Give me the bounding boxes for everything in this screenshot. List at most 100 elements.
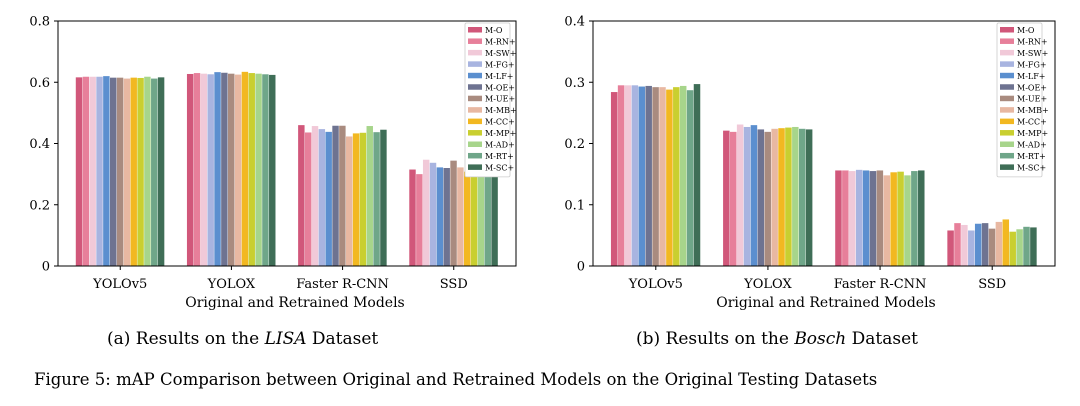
x-tick-label: YOLOX — [207, 277, 256, 292]
legend-swatch — [468, 118, 482, 125]
legend-entry: M-CC+ — [1017, 118, 1047, 127]
legend-entry: M-SW+ — [485, 49, 516, 58]
legend-entry: M-UE+ — [485, 95, 515, 104]
bar-m-mbplus — [234, 74, 242, 266]
legend-swatch — [1000, 38, 1014, 44]
bar-m-mpplus — [248, 73, 255, 266]
legend-swatch — [468, 49, 482, 56]
bar-m-mpplus — [470, 172, 478, 266]
bar-m-lfplus — [750, 125, 758, 267]
legend-swatch — [1000, 61, 1014, 67]
bar-m-swplus — [624, 85, 632, 266]
subcaption-a: (a) Results on the LISA Dataset — [107, 329, 379, 349]
bar-m-adplus — [144, 76, 151, 267]
bar-m-lfplus — [862, 170, 870, 266]
bar-m-oeplus — [221, 72, 228, 266]
bar-m-fgplus — [743, 126, 751, 267]
legend-swatch — [1000, 130, 1014, 136]
bar-m-adplus — [1016, 229, 1023, 266]
bar-m-rnplus — [842, 170, 849, 266]
bar-m-scplus — [380, 129, 387, 266]
bar-m-mbplus — [771, 128, 778, 266]
bar-m-rtplus — [484, 172, 491, 266]
y-tick-label: 0.4 — [564, 15, 585, 30]
bar-m-fgplus — [318, 129, 326, 266]
x-tick-label: YOLOv5 — [92, 277, 147, 292]
bar-m-ueplus — [450, 160, 457, 266]
bar-m-lfplus — [214, 72, 221, 266]
bar-m-ueplus — [116, 77, 124, 266]
legend-swatch — [468, 152, 482, 159]
legend-entry: M-RT+ — [485, 152, 514, 161]
bar-m-scplus — [157, 77, 165, 266]
subcaption-b: (b) Results on the Bosch Dataset — [636, 329, 918, 349]
bar-m-swplus — [849, 171, 856, 266]
legend-swatch — [468, 84, 482, 90]
bar-m-oeplus — [109, 77, 117, 266]
bar-m-rtplus — [911, 171, 918, 266]
bar-m-o — [186, 73, 194, 266]
bar-m-ueplus — [988, 228, 996, 266]
bar-m-rtplus — [373, 132, 380, 266]
legend-entry: M-FG+ — [1017, 60, 1047, 69]
legend-entry: M-MB+ — [1017, 106, 1049, 115]
legend-entry: M-OE+ — [485, 83, 515, 92]
legend-entry: M-MB+ — [485, 106, 517, 115]
bar-m-scplus — [491, 170, 498, 266]
x-axis-label: Original and Retrained Models — [716, 295, 936, 311]
bar-m-o — [835, 170, 842, 266]
bar-m-rnplus — [193, 73, 201, 266]
legend-swatch — [468, 107, 482, 113]
legend-entry: M-AD+ — [1017, 141, 1047, 150]
legend-swatch — [468, 95, 482, 102]
legend-swatch — [468, 61, 482, 67]
bar-m-swplus — [311, 126, 319, 266]
bar-m-scplus — [693, 84, 701, 266]
bar-m-ccplus — [130, 77, 137, 266]
legend-entry: M-SC+ — [485, 163, 514, 172]
bar-m-lfplus — [638, 86, 646, 266]
bar-m-fgplus — [631, 85, 639, 266]
y-tick-label: 0.3 — [564, 76, 585, 91]
bar-m-mpplus — [137, 77, 144, 267]
legend-swatch — [1000, 84, 1014, 90]
legend-swatch — [1000, 164, 1014, 170]
legend-entry: M-AD+ — [485, 141, 515, 150]
bar-m-rtplus — [262, 74, 269, 266]
bar-m-scplus — [918, 170, 925, 266]
figure-caption: Figure 5: mAP Comparison between Origina… — [34, 370, 878, 389]
bar-m-adplus — [679, 85, 687, 267]
bar-m-ccplus — [241, 71, 249, 266]
y-tick-label: 0 — [577, 260, 585, 275]
legend-entry: M-RN+ — [485, 37, 516, 46]
bar-m-adplus — [255, 73, 262, 267]
y-tick-label: 0.2 — [564, 137, 585, 152]
bar-m-ueplus — [876, 170, 884, 266]
bar-m-rnplus — [729, 131, 737, 266]
legend-entry: M-SC+ — [1017, 163, 1046, 172]
bar-m-mbplus — [995, 221, 1003, 266]
bar-m-mpplus — [785, 127, 792, 266]
y-tick-label: 0.6 — [29, 76, 50, 91]
legend-entry: M-UE+ — [1017, 95, 1047, 104]
bar-m-mbplus — [883, 175, 891, 266]
x-tick-label: YOLOX — [743, 277, 792, 292]
bar-m-mpplus — [1009, 231, 1016, 266]
bar-m-rtplus — [798, 128, 806, 266]
bar-m-fgplus — [968, 230, 975, 266]
legend-swatch — [1000, 72, 1014, 79]
legend-swatch — [1000, 107, 1014, 113]
legend-swatch — [1000, 118, 1014, 125]
y-tick-label: 0 — [42, 260, 50, 275]
legend-swatch — [1000, 27, 1014, 33]
legend-entry: M-OE+ — [1017, 83, 1047, 92]
bar-m-ueplus — [339, 125, 346, 267]
bar-m-rtplus — [1023, 226, 1030, 266]
legend-swatch — [468, 38, 482, 44]
x-tick-label: Faster R-CNN — [834, 277, 927, 292]
legend-entry: M-O — [485, 26, 503, 35]
x-tick-label: SSD — [440, 277, 468, 292]
bar-m-mpplus — [359, 132, 367, 266]
bar-m-ccplus — [352, 133, 360, 266]
legend-swatch — [468, 130, 482, 136]
